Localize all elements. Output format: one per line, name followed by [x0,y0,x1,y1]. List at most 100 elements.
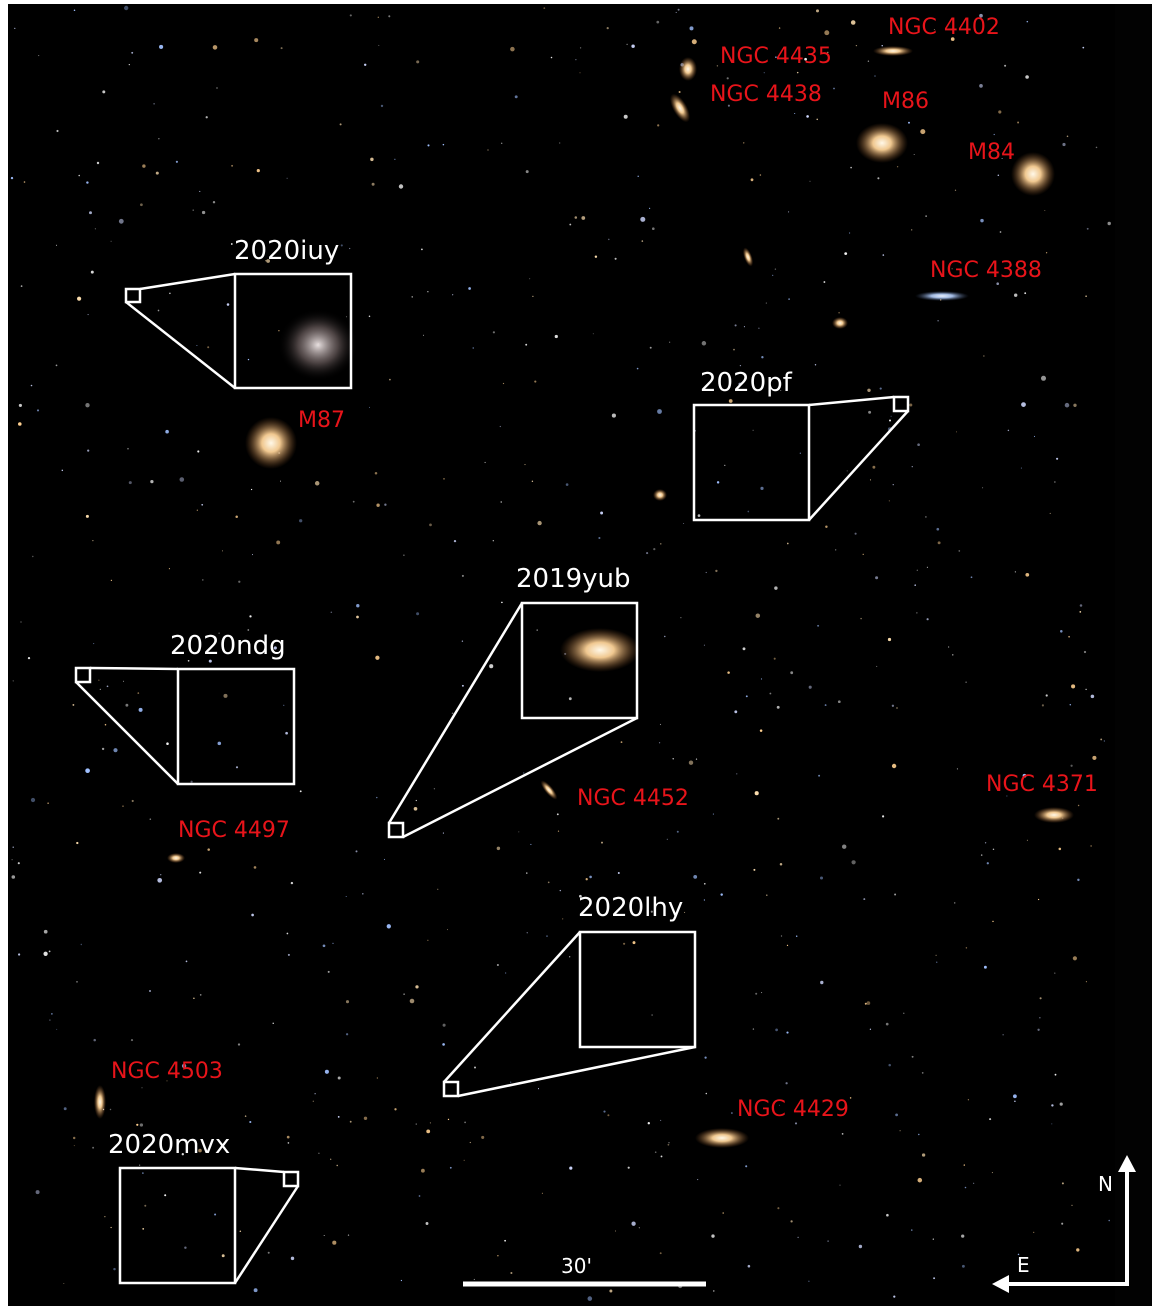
star [608,238,610,241]
star [894,893,897,896]
star [777,817,780,820]
star [965,681,967,683]
star [745,1165,748,1168]
star [14,27,16,30]
star [816,9,819,13]
star [237,1043,241,1046]
star [660,543,662,545]
star [933,1277,936,1280]
star [869,479,872,481]
star [159,873,162,876]
star [214,1213,217,1216]
star [11,859,13,861]
star [409,998,415,1004]
star [1014,1100,1016,1103]
star [647,1122,650,1125]
galaxy [873,46,913,56]
star [1069,703,1072,706]
star [363,63,367,67]
star [122,680,125,682]
star [131,51,134,54]
star [518,831,520,833]
star [961,1234,965,1238]
star [598,536,601,540]
star [418,1195,421,1197]
star [290,881,294,885]
star [632,941,636,945]
star [403,554,405,556]
star [251,913,254,917]
star [609,1289,613,1293]
star [469,1141,471,1144]
galaxy [540,780,558,800]
connector [139,272,236,291]
star [1062,142,1066,147]
star [983,965,987,969]
star [926,566,928,568]
galaxy [695,1128,749,1148]
star [1077,878,1080,882]
star [371,182,375,186]
star [911,229,913,231]
star [452,294,454,296]
star [63,1282,65,1285]
star [484,461,486,464]
star [589,875,592,879]
star [963,1164,965,1166]
image-edge [1115,4,1152,1306]
star [676,830,679,833]
star [345,895,347,898]
star [118,218,124,224]
east-arrow [992,1275,1009,1293]
star [427,939,429,941]
star [1077,804,1080,807]
star [524,464,526,466]
star [244,1115,247,1117]
star [290,1256,295,1261]
star [724,464,726,467]
star [492,331,495,334]
star [575,59,577,61]
star [92,540,94,542]
star [47,802,49,804]
star [711,1234,715,1238]
star [175,160,178,163]
star [585,878,588,881]
star [918,1133,920,1136]
star [759,729,763,732]
star [356,615,359,619]
star [568,697,572,701]
star [659,723,662,726]
star [463,1159,465,1161]
star [201,579,204,581]
galaxy-blobs [94,46,1074,1148]
star [839,1184,841,1186]
star [1021,402,1026,407]
star [416,60,420,64]
star [891,763,897,769]
star [287,953,290,956]
star [973,1182,975,1184]
star [888,1063,891,1067]
star [936,961,938,963]
star [113,748,118,753]
star [650,910,653,913]
star [98,679,100,681]
star [668,1142,670,1144]
star [130,1039,134,1042]
star [1020,467,1022,469]
star [384,503,387,506]
star [352,500,355,503]
star [786,542,789,545]
star [999,231,1002,233]
star [1079,604,1083,607]
star [991,1172,993,1174]
star [218,632,220,634]
star [727,104,730,107]
star [128,481,132,485]
star [1022,773,1027,778]
star [623,942,626,945]
star [1054,972,1056,974]
star [378,44,380,46]
star [775,56,777,58]
